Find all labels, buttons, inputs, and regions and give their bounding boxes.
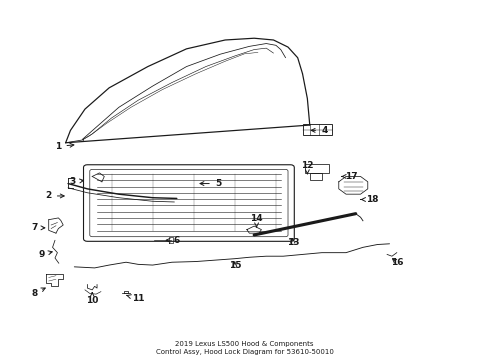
Bar [302,124,331,135]
Text: 7: 7 [31,223,45,232]
Bar [309,173,321,180]
Text: 11: 11 [126,294,144,303]
Text: 2: 2 [45,192,64,201]
Text: 14: 14 [250,215,263,227]
Bar [305,164,328,173]
Text: 18: 18 [360,195,378,204]
Text: 13: 13 [286,238,299,247]
Text: 9: 9 [38,250,52,259]
Text: 17: 17 [341,172,356,181]
Text: 15: 15 [228,261,241,270]
Text: 16: 16 [390,258,402,267]
Text: 6: 6 [166,236,180,245]
Text: 1: 1 [55,142,74,151]
Text: 5: 5 [200,179,221,188]
Text: 2019 Lexus LS500 Hood & Components
Control Assy, Hood Lock Diagram for 53610-500: 2019 Lexus LS500 Hood & Components Contr… [155,341,333,355]
Text: 3: 3 [70,177,83,186]
Text: 10: 10 [86,293,98,305]
Text: 4: 4 [310,126,327,135]
Text: 12: 12 [301,161,313,174]
Text: 8: 8 [31,288,45,298]
